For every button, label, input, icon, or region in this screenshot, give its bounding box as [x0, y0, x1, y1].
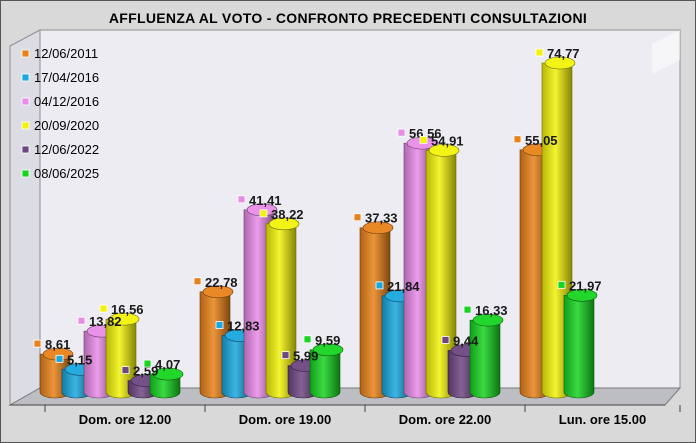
bar-top — [566, 289, 598, 302]
bar — [149, 367, 184, 399]
bar — [105, 312, 140, 399]
value-marker — [463, 305, 472, 314]
x-tick-label: Lun. ore 15.00 — [559, 412, 646, 427]
value-label: 21,84 — [387, 279, 420, 294]
x-tick-label: Dom. ore 12.00 — [79, 412, 172, 427]
value-label: 9,44 — [453, 333, 479, 348]
value-label: 22,78 — [205, 275, 238, 290]
legend-entry: 20/09/2020 — [34, 118, 99, 133]
value-marker — [237, 195, 246, 204]
value-marker — [419, 135, 428, 144]
value-label: 38,22 — [271, 207, 304, 222]
value-marker — [513, 135, 522, 144]
value-label: 12,83 — [227, 319, 260, 334]
value-label: 37,33 — [365, 211, 398, 226]
bar-body — [563, 295, 595, 399]
wall-highlight — [652, 30, 680, 74]
bar-body — [309, 349, 341, 399]
value-marker — [193, 277, 202, 286]
value-marker — [535, 48, 544, 57]
left-wall — [9, 29, 41, 406]
value-label: 8,61 — [45, 337, 70, 352]
legend-entry: 12/06/2022 — [34, 142, 99, 157]
value-label: 5,15 — [67, 352, 92, 367]
bar-top — [202, 285, 234, 299]
value-label: 55,05 — [525, 133, 558, 148]
legend-entry: 04/12/2016 — [34, 94, 99, 109]
value-label: 54,91 — [431, 133, 464, 148]
legend-swatch — [21, 121, 30, 130]
value-label: 5,99 — [293, 349, 318, 364]
value-marker — [375, 281, 384, 290]
value-marker — [121, 366, 130, 375]
x-tick-label: Dom. ore 22.00 — [399, 412, 492, 427]
value-label: 21,97 — [569, 278, 602, 293]
value-marker — [353, 213, 362, 222]
value-label: 2,59 — [133, 364, 158, 379]
bar-top — [108, 312, 140, 326]
value-label: 13,82 — [89, 314, 122, 329]
value-marker — [33, 339, 42, 348]
bar-top — [472, 313, 504, 327]
legend-swatch — [21, 73, 30, 82]
value-label: 56,56 — [409, 126, 442, 141]
bar — [469, 313, 504, 399]
legend-entry: 17/04/2016 — [34, 70, 99, 85]
legend-swatch — [21, 145, 30, 154]
x-tick-label: Dom. ore 19.00 — [239, 412, 332, 427]
value-marker — [143, 359, 152, 368]
value-label: 41,41 — [249, 193, 282, 208]
bar-top — [312, 343, 344, 357]
legend: 12/06/2011 17/04/2016 04/12/2016 20/09/2020… — [21, 46, 99, 181]
value-label: 16,56 — [111, 302, 144, 317]
value-marker — [77, 316, 86, 325]
value-marker — [557, 280, 566, 289]
bar-top — [544, 56, 576, 70]
chart-title: AFFLUENZA AL VOTO - CONFRONTO PRECEDENTI… — [108, 10, 588, 26]
legend-entry: 12/06/2011 — [34, 46, 98, 61]
value-marker — [99, 304, 108, 313]
value-label: 4,07 — [155, 357, 180, 372]
value-marker — [281, 351, 290, 360]
bar-top — [268, 217, 300, 231]
bar-top — [152, 367, 184, 381]
x-axis-labels: Dom. ore 12.00 Dom. ore 19.00 Dom. ore 22.… — [44, 405, 681, 427]
value-marker — [397, 128, 406, 137]
bar — [309, 343, 344, 399]
legend-swatch — [21, 169, 30, 178]
bar-top — [362, 221, 394, 235]
legend-swatch — [21, 97, 30, 106]
value-marker — [303, 335, 312, 344]
value-marker — [215, 321, 224, 329]
bar-body — [469, 319, 501, 399]
value-marker — [259, 209, 268, 218]
value-marker — [55, 354, 64, 363]
bar-top — [428, 144, 460, 157]
legend-entry: 08/06/2025 — [34, 166, 99, 181]
value-marker — [441, 336, 450, 344]
legend-swatch — [21, 49, 30, 58]
value-label: 9,59 — [315, 333, 340, 348]
value-label: 74,77 — [547, 46, 580, 61]
value-label: 16,33 — [475, 303, 508, 318]
bar — [563, 289, 598, 399]
